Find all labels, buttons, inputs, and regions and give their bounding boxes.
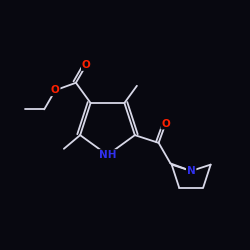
Text: O: O [51, 85, 59, 95]
Text: O: O [82, 60, 90, 70]
Text: NH: NH [99, 150, 116, 160]
Text: O: O [161, 118, 170, 128]
Text: N: N [187, 166, 196, 176]
